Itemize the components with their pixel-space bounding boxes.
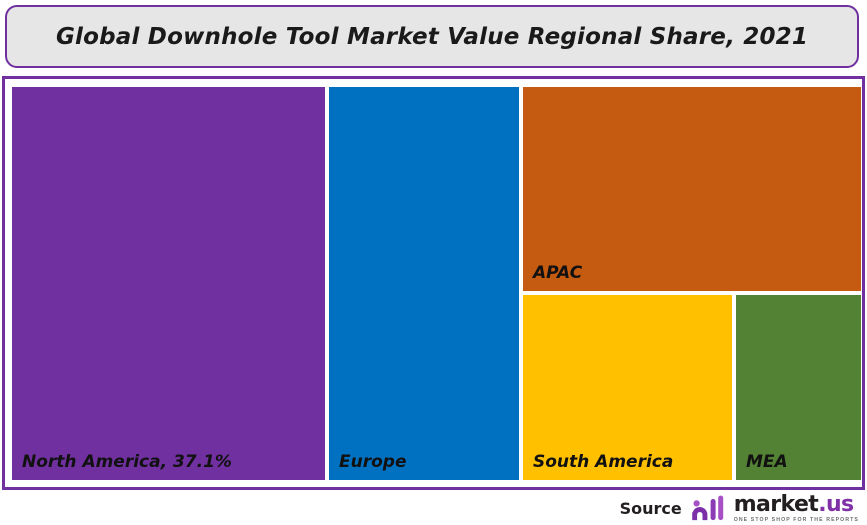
- treemap-node-europe[interactable]: Europe: [329, 87, 519, 480]
- treemap-node-apac[interactable]: APAC: [523, 87, 861, 291]
- treemap-chart: North America, 37.1% Europe APAC South A…: [5, 79, 867, 493]
- treemap-node-label-apac: APAC: [533, 263, 583, 283]
- logo-name: market.us: [733, 491, 854, 517]
- market-us-logo[interactable]: market.us ONE STOP SHOP FOR THE REPORTS: [691, 491, 859, 523]
- chart-title-box: Global Downhole Tool Market Value Region…: [5, 5, 859, 68]
- treemap-node-south-america[interactable]: South America: [523, 295, 732, 480]
- treemap-node-label-south-america: South America: [533, 452, 674, 472]
- treemap-node-label-europe: Europe: [339, 452, 407, 472]
- market-us-wordmark: market.us ONE STOP SHOP FOR THE REPORTS: [733, 491, 859, 523]
- treemap-node-north-america[interactable]: North America, 37.1%: [12, 87, 325, 480]
- chart-frame: North America, 37.1% Europe APAC South A…: [2, 76, 865, 490]
- logo-name-tld: .us: [818, 491, 854, 517]
- treemap-node-label-mea: MEA: [746, 452, 788, 472]
- logo-tagline: ONE STOP SHOP FOR THE REPORTS: [733, 516, 859, 523]
- source-footer: Source market.us ONE STOP SHOP FOR THE R…: [0, 492, 867, 525]
- logo-name-main: market: [733, 491, 819, 517]
- page-title: Global Downhole Tool Market Value Region…: [55, 23, 809, 50]
- source-label: Source: [619, 499, 682, 518]
- treemap-node-mea[interactable]: MEA: [736, 295, 861, 480]
- treemap-node-label-north-america: North America, 37.1%: [22, 452, 232, 472]
- market-us-logo-icon: [691, 496, 723, 521]
